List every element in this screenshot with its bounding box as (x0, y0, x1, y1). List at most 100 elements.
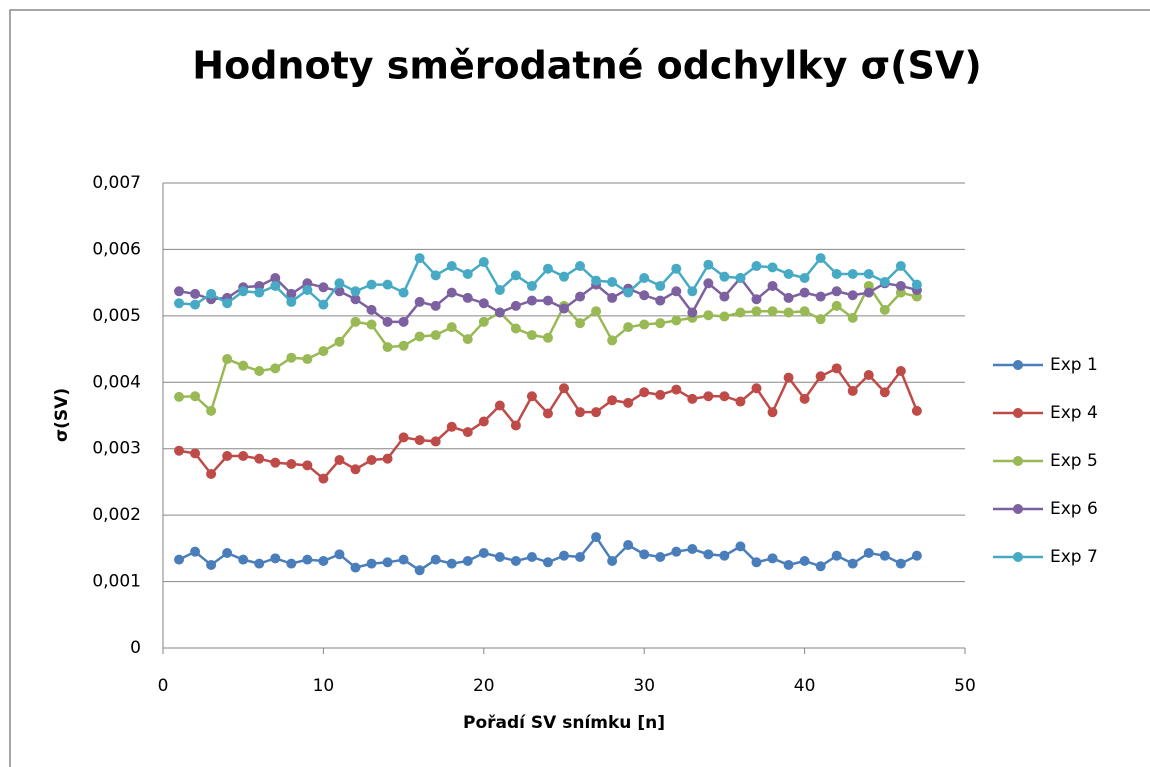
data-point (446, 261, 457, 272)
data-point (879, 304, 890, 315)
x-tick-label: 0 (158, 676, 169, 696)
data-point (478, 298, 489, 309)
data-point (222, 451, 233, 462)
data-point (863, 369, 874, 380)
data-point (270, 280, 281, 291)
data-point (398, 316, 409, 327)
data-point (270, 272, 281, 283)
data-point (623, 287, 634, 298)
data-point (735, 307, 746, 318)
data-point (911, 405, 922, 416)
data-point (607, 276, 618, 287)
data-point (174, 445, 185, 456)
data-point (462, 269, 473, 280)
data-point (526, 295, 537, 306)
data-point (735, 541, 746, 552)
data-point (542, 332, 553, 343)
data-point (302, 354, 313, 365)
data-point (671, 263, 682, 274)
data-point (254, 365, 265, 376)
legend-label: Exp 1 (1050, 355, 1098, 375)
data-point (671, 546, 682, 557)
data-point (430, 300, 441, 311)
legend-marker (1013, 360, 1023, 370)
data-point (414, 296, 425, 307)
data-point (414, 435, 425, 446)
data-point (350, 294, 361, 305)
legend-label: Exp 7 (1050, 547, 1098, 567)
data-point (815, 561, 826, 572)
data-point (895, 558, 906, 569)
data-point (575, 261, 586, 272)
data-point (687, 393, 698, 404)
data-point (863, 287, 874, 298)
data-point (318, 346, 329, 357)
data-point (286, 288, 297, 299)
data-point (623, 540, 634, 551)
data-point (559, 383, 569, 394)
data-point (815, 253, 826, 264)
legend-marker (1013, 504, 1023, 514)
data-point (879, 550, 890, 561)
data-point (478, 548, 489, 559)
data-point (494, 400, 505, 411)
data-point (607, 555, 618, 566)
data-point (382, 453, 393, 464)
data-point (703, 391, 714, 402)
data-point (494, 307, 505, 318)
data-point (254, 287, 265, 298)
data-point (767, 407, 778, 418)
data-point (350, 464, 361, 475)
data-point (735, 396, 746, 407)
data-point (398, 340, 409, 351)
data-point (559, 550, 569, 561)
data-point (911, 550, 922, 561)
data-point (591, 275, 602, 286)
data-point (751, 306, 762, 317)
data-point (815, 314, 826, 325)
data-point (559, 303, 569, 314)
data-point (174, 391, 185, 402)
data-point (462, 555, 473, 566)
data-point (302, 284, 313, 295)
data-point (366, 279, 377, 290)
data-point (607, 292, 618, 303)
data-point (831, 363, 842, 374)
data-point (591, 306, 602, 317)
y-tick-label: 0,002 (92, 505, 141, 525)
data-point (222, 354, 233, 365)
y-tick-label: 0,006 (92, 239, 141, 259)
data-point (639, 290, 650, 301)
data-point (559, 271, 569, 282)
data-point (446, 287, 457, 298)
data-point (510, 420, 521, 431)
data-point (190, 546, 201, 557)
data-point (911, 279, 922, 290)
y-axis-label: σ(SV) (52, 388, 72, 442)
legend-marker (1013, 552, 1023, 562)
data-point (334, 336, 345, 347)
legend-marker (1013, 456, 1023, 466)
data-point (671, 315, 682, 326)
data-point (783, 372, 794, 383)
data-point (366, 304, 377, 315)
data-point (767, 553, 778, 564)
data-point (334, 549, 345, 560)
data-point (206, 468, 217, 479)
data-point (719, 291, 730, 302)
data-point (510, 323, 521, 334)
y-tick-label: 0,005 (92, 306, 141, 326)
data-point (350, 316, 361, 327)
data-point (206, 288, 217, 299)
chart-title: Hodnoty směrodatné odchylky σ(SV) (192, 44, 981, 88)
data-point (494, 284, 505, 295)
data-point (254, 558, 265, 569)
data-point (462, 427, 473, 438)
data-point (703, 278, 714, 289)
data-point (398, 554, 409, 565)
data-point (751, 557, 762, 568)
data-point (863, 548, 874, 559)
data-point (623, 397, 634, 408)
data-point (174, 298, 185, 309)
data-point (847, 385, 858, 396)
